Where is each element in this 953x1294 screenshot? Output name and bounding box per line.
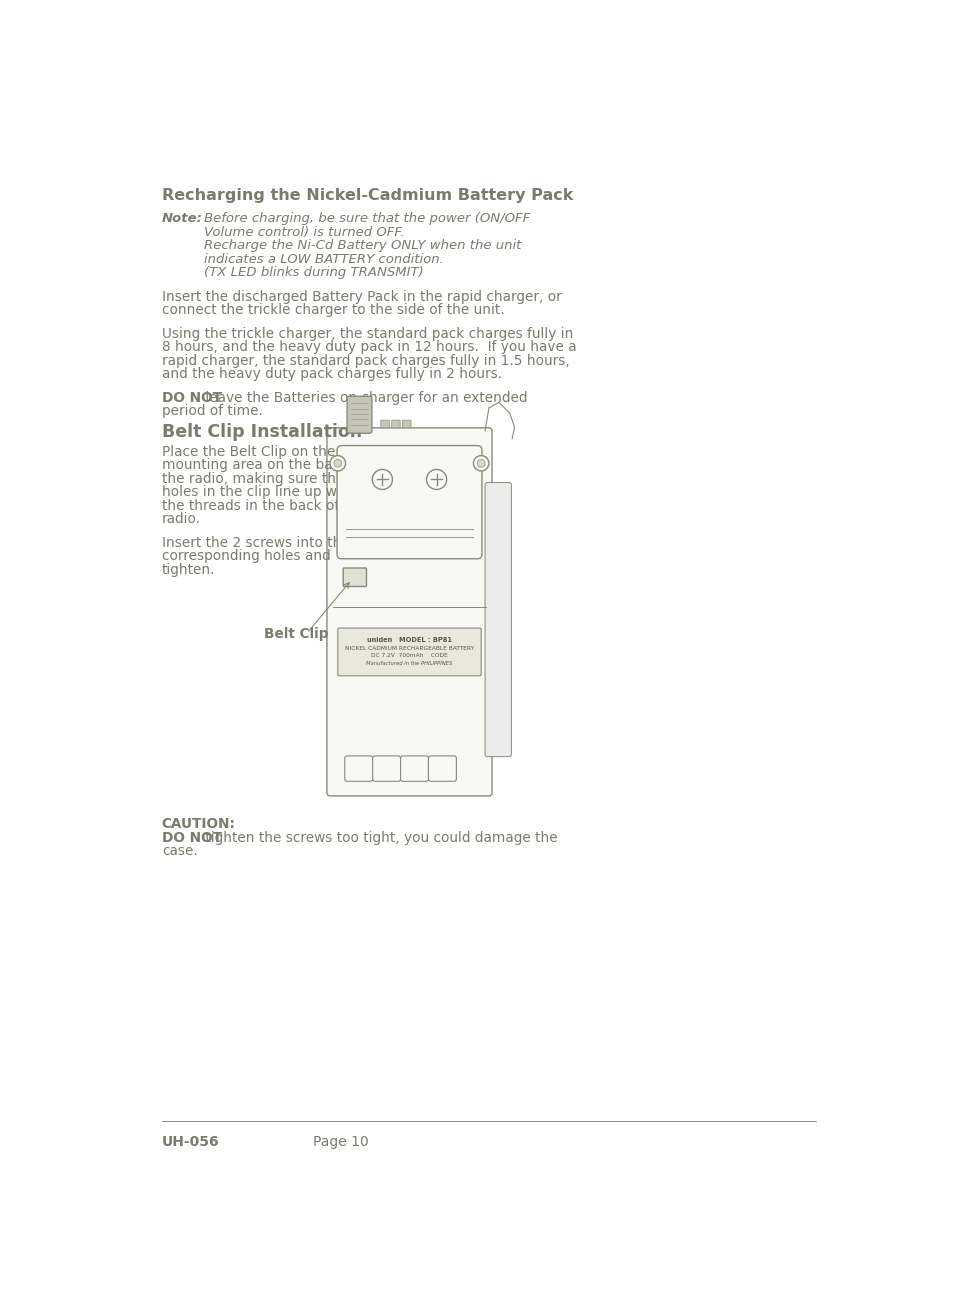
Text: rapid charger, the standard pack charges fully in 1.5 hours,: rapid charger, the standard pack charges… [162, 353, 569, 367]
Text: 8 hours, and the heavy duty pack in 12 hours.  If you have a: 8 hours, and the heavy duty pack in 12 h… [162, 340, 576, 355]
Text: Recharge the Ni-Cd Battery ONLY when the unit: Recharge the Ni-Cd Battery ONLY when the… [204, 239, 521, 252]
FancyBboxPatch shape [402, 421, 411, 428]
Text: CAUTION:: CAUTION: [162, 818, 235, 832]
FancyBboxPatch shape [336, 445, 481, 559]
Text: Using the trickle charger, the standard pack charges fully in: Using the trickle charger, the standard … [162, 326, 573, 340]
FancyBboxPatch shape [327, 428, 492, 796]
FancyBboxPatch shape [344, 756, 373, 782]
Text: DO NOT: DO NOT [162, 831, 222, 845]
Circle shape [330, 455, 345, 471]
Text: Manufactured in the PHILIPPINES: Manufactured in the PHILIPPINES [366, 661, 453, 666]
Text: and the heavy duty pack charges fully in 2 hours.: and the heavy duty pack charges fully in… [162, 367, 501, 380]
Text: mounting area on the back of: mounting area on the back of [162, 458, 365, 472]
Text: period of time.: period of time. [162, 404, 262, 418]
FancyBboxPatch shape [373, 756, 400, 782]
Text: DC 7.2V  700mAh    CODE: DC 7.2V 700mAh CODE [371, 653, 447, 659]
Circle shape [426, 470, 446, 489]
Text: Insert the 2 screws into the: Insert the 2 screws into the [162, 536, 349, 550]
FancyBboxPatch shape [392, 421, 399, 428]
FancyBboxPatch shape [484, 483, 511, 757]
Text: connect the trickle charger to the side of the unit.: connect the trickle charger to the side … [162, 303, 504, 317]
Circle shape [476, 459, 484, 467]
Circle shape [334, 459, 341, 467]
Text: radio.: radio. [162, 512, 201, 527]
Circle shape [473, 455, 489, 471]
Text: uniden   MODEL : BP81: uniden MODEL : BP81 [367, 638, 452, 643]
FancyBboxPatch shape [347, 396, 372, 433]
Text: DO NOT: DO NOT [162, 391, 222, 405]
FancyBboxPatch shape [380, 421, 389, 428]
Text: holes in the clip line up with: holes in the clip line up with [162, 485, 355, 499]
Text: Volume control) is turned OFF.: Volume control) is turned OFF. [204, 225, 405, 238]
Circle shape [372, 470, 392, 489]
Text: Recharging the Nickel-Cadmium Battery Pack: Recharging the Nickel-Cadmium Battery Pa… [162, 188, 573, 203]
Text: Before charging, be sure that the power (ON/OFF: Before charging, be sure that the power … [204, 212, 530, 225]
Text: corresponding holes and: corresponding holes and [162, 549, 331, 563]
FancyBboxPatch shape [428, 756, 456, 782]
Text: indicates a LOW BATTERY condition.: indicates a LOW BATTERY condition. [204, 252, 444, 265]
FancyBboxPatch shape [337, 628, 480, 675]
Text: Belt Clip: Belt Clip [264, 628, 329, 642]
Text: Insert the discharged Battery Pack in the rapid charger, or: Insert the discharged Battery Pack in th… [162, 290, 561, 304]
Text: the radio, making sure the: the radio, making sure the [162, 472, 344, 485]
Text: Belt Clip Installation: Belt Clip Installation [162, 423, 361, 441]
Text: the threads in the back of the: the threads in the back of the [162, 498, 366, 512]
Text: Note:: Note: [162, 212, 203, 225]
Text: tighten the screws too tight, you could damage the: tighten the screws too tight, you could … [200, 831, 557, 845]
FancyBboxPatch shape [400, 756, 428, 782]
Text: leave the Batteries on charger for an extended: leave the Batteries on charger for an ex… [200, 391, 527, 405]
Text: (TX LED blinks during TRANSMIT): (TX LED blinks during TRANSMIT) [204, 267, 424, 280]
Text: NICKEL CADMIUM RECHARGEABLE BATTERY: NICKEL CADMIUM RECHARGEABLE BATTERY [345, 646, 474, 651]
Text: Page 10: Page 10 [313, 1135, 369, 1149]
Text: Place the Belt Clip on the: Place the Belt Clip on the [162, 445, 335, 459]
Text: tighten.: tighten. [162, 563, 215, 577]
Text: UH-056: UH-056 [162, 1135, 219, 1149]
Text: case.: case. [162, 845, 197, 858]
FancyBboxPatch shape [343, 568, 366, 586]
